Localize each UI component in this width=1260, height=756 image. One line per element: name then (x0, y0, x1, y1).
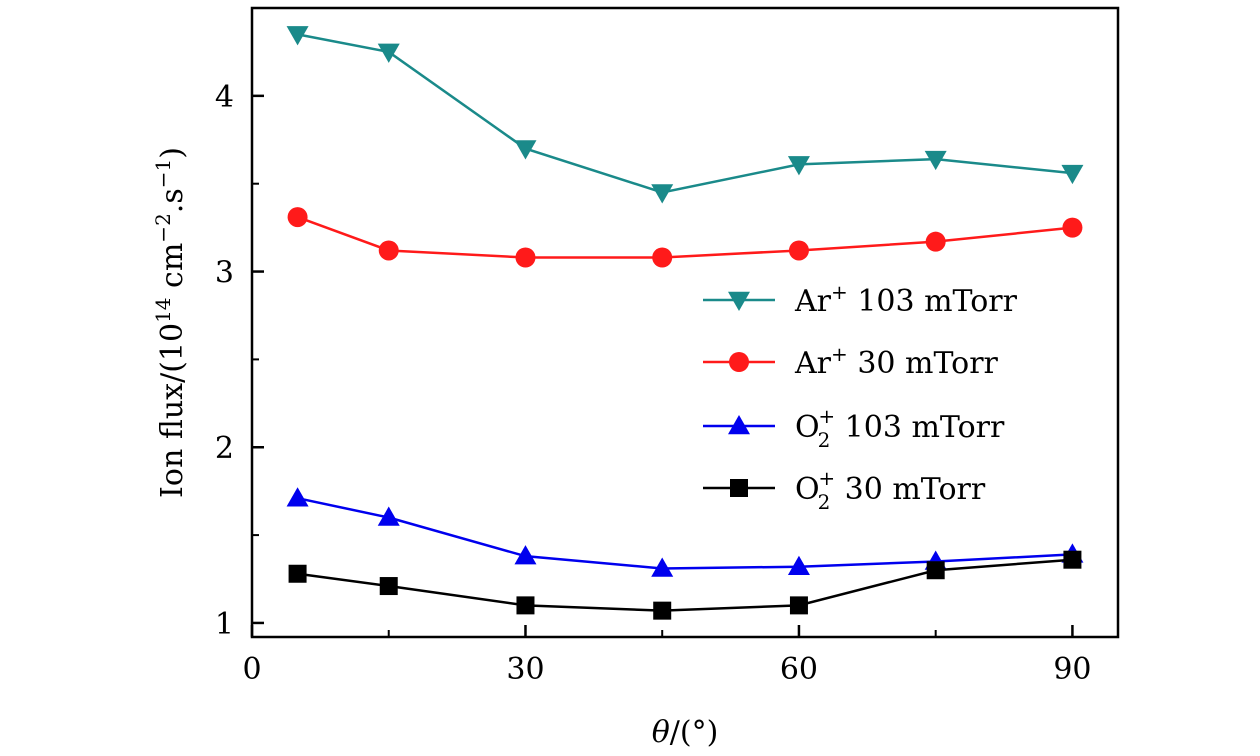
y-tick-label-3: 3 (215, 256, 234, 291)
y-axis-title-close: ) (155, 147, 190, 159)
legend-label-4: O2+ 30 mTorr (795, 466, 986, 514)
legend-marker (730, 479, 748, 497)
series-2 (287, 207, 1083, 268)
x-tick-label-60: 60 (780, 652, 818, 687)
legend-label-2: Ar+ 30 mTorr (794, 342, 999, 381)
data-point-s3-1 (377, 506, 400, 526)
y-tick-label-1: 1 (215, 607, 234, 642)
data-point-s3-4 (787, 555, 810, 575)
y-tick-label-4: 4 (215, 80, 234, 115)
y-axis-title-mid-2: .s (155, 188, 190, 213)
data-point-s2-4 (788, 240, 809, 261)
y-axis-exponent-3: −1 (151, 159, 175, 188)
data-point-s4-5 (926, 561, 945, 580)
x-tick-label-90: 90 (1053, 652, 1091, 687)
data-point-s2-6 (1062, 217, 1083, 238)
x-axis-title: θ/(°) (652, 715, 719, 750)
y-axis-exponent-2: −2 (151, 213, 175, 242)
x-axis-title-rest: /( (670, 715, 692, 750)
series-line-2 (297, 215, 1073, 259)
legend-label-1: Ar+ 103 mTorr (794, 280, 1018, 319)
x-axis-unit: ° (692, 715, 707, 750)
y-axis-title: Ion flux/(1014 cm−2.s−1) (151, 147, 190, 498)
data-point-s1-5 (924, 150, 947, 171)
plot-area (250, 6, 1120, 639)
data-point-s3-0 (286, 487, 309, 507)
series-1 (286, 26, 1084, 204)
data-point-s3-3 (651, 557, 674, 577)
legend-marker (729, 352, 749, 372)
legend-entry-3: O2+ 103 mTorr (703, 404, 1005, 452)
data-point-s4-2 (516, 596, 535, 615)
data-point-s2-5 (925, 231, 946, 252)
axis-ticks: 0 30 60 90 1 2 3 4 (215, 80, 1092, 687)
legend-entry-1: Ar+ 103 mTorr (703, 280, 1018, 319)
plot-frame (250, 6, 1120, 639)
data-point-s2-0 (287, 207, 308, 228)
series-line-3 (297, 496, 1073, 570)
x-axis-close: ) (707, 715, 719, 750)
data-point-s1-1 (377, 43, 400, 63)
y-axis-title-text: Ion flux/(10 (155, 323, 190, 498)
data-point-s4-0 (288, 564, 307, 583)
data-point-s2-2 (515, 247, 536, 268)
y-axis-exponent: 14 (151, 297, 175, 322)
legend-entry-2: Ar+ 30 mTorr (703, 342, 999, 381)
data-point-s2-1 (378, 240, 399, 261)
data-point-s1-6 (1061, 164, 1084, 185)
data-point-s1-4 (787, 156, 810, 176)
x-tick-label-30: 30 (506, 652, 544, 687)
legend: Ar+ 103 mTorr Ar+ 30 mTorr O2+ 103 mTorr O2… (703, 280, 1018, 514)
data-point-s4-1 (379, 577, 398, 596)
data-point-s3-2 (514, 545, 537, 565)
legend-label-3: O2+ 103 mTorr (795, 404, 1005, 452)
y-axis-title-mid: cm (155, 243, 190, 298)
series-4 (288, 550, 1082, 620)
series-line-1 (297, 33, 1073, 194)
series-layer (286, 26, 1084, 620)
x-tick-label-0: 0 (242, 652, 261, 687)
data-point-s1-0 (286, 26, 309, 46)
data-point-s2-3 (652, 247, 673, 268)
y-tick-label-2: 2 (215, 431, 234, 466)
data-point-s1-2 (514, 140, 537, 160)
data-point-s4-4 (789, 596, 808, 615)
legend-marker (728, 291, 750, 311)
x-axis-variable: θ (652, 715, 670, 750)
legend-entry-4: O2+ 30 mTorr (703, 466, 986, 514)
legend-marker (728, 415, 750, 435)
data-point-s4-6 (1063, 550, 1082, 569)
data-point-s4-3 (653, 601, 672, 620)
data-point-s1-3 (651, 184, 674, 204)
